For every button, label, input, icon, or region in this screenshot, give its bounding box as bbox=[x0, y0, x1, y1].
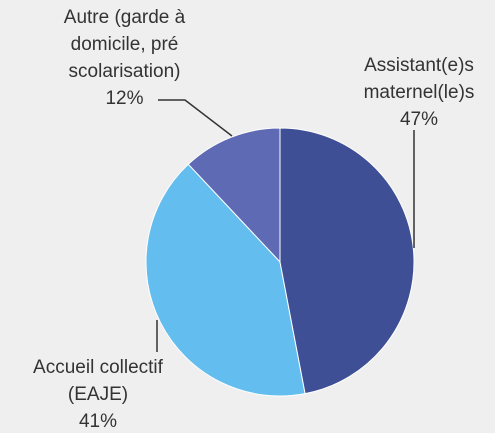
category-label: Assistant(e)s maternel(le)s bbox=[363, 55, 475, 103]
slice-label: Assistant(e)s maternel(le)s 47% bbox=[344, 52, 494, 133]
pie-slice bbox=[187, 127, 281, 264]
value-label: 12% bbox=[105, 88, 144, 109]
value-label: 47% bbox=[399, 109, 439, 130]
value-label: 41% bbox=[78, 411, 118, 432]
leader-line bbox=[158, 99, 233, 137]
category-label: Accueil collectif (EAJE) bbox=[33, 357, 163, 405]
slice-label: Accueil collectif (EAJE) 41% bbox=[8, 354, 188, 433]
slice-label: Autre (garde à domicile, pré scolarisati… bbox=[42, 4, 207, 112]
category-label: Autre (garde à domicile, pré scolarisati… bbox=[63, 7, 186, 82]
pie-slice bbox=[145, 163, 306, 397]
pie-slice bbox=[279, 127, 415, 395]
